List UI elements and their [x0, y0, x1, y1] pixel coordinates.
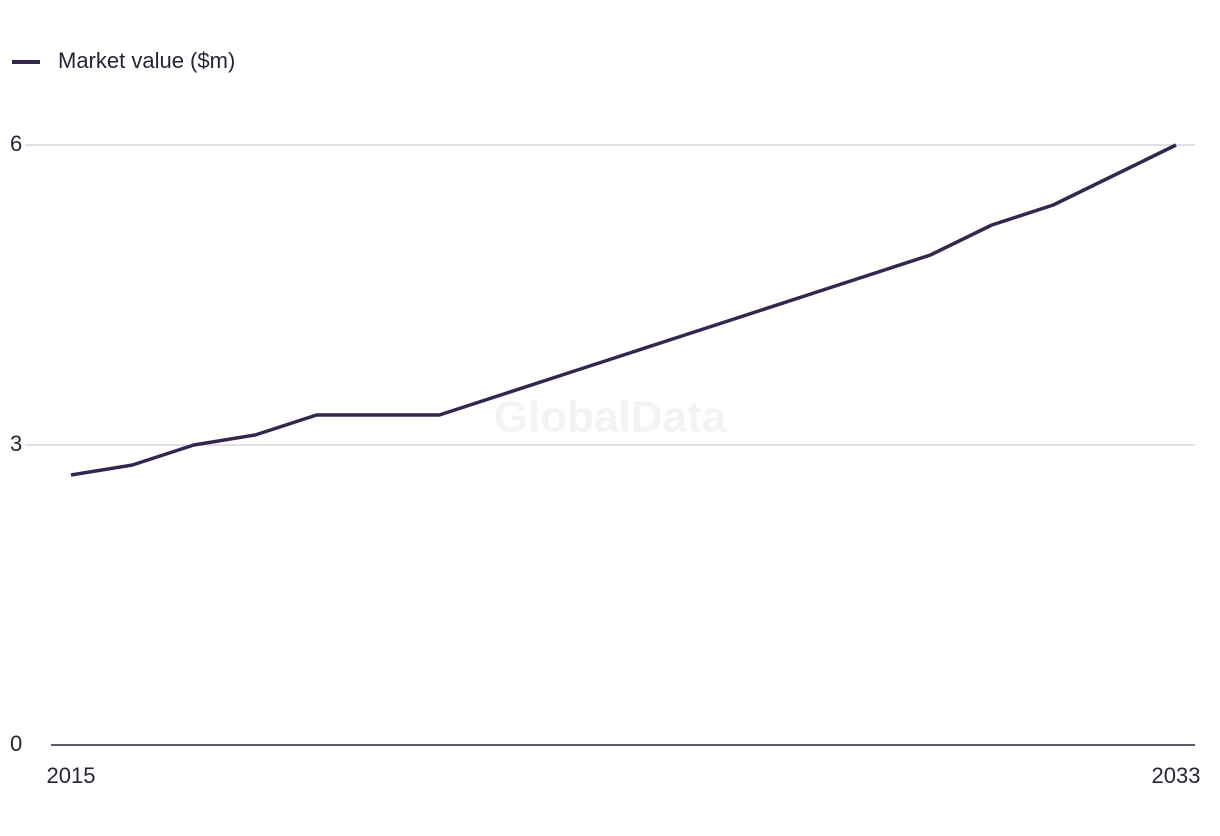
y-tick-label: 6: [10, 131, 22, 156]
line: [70, 143, 1177, 477]
y-tick-label: 0: [10, 731, 22, 756]
x-tick-label: 2033: [1152, 763, 1201, 788]
y-tick-label: 3: [10, 431, 22, 456]
x-tick-label: 2015: [47, 763, 96, 788]
legend-label: Market value ($m): [58, 48, 235, 73]
watermark: GlobalData: [494, 393, 727, 442]
